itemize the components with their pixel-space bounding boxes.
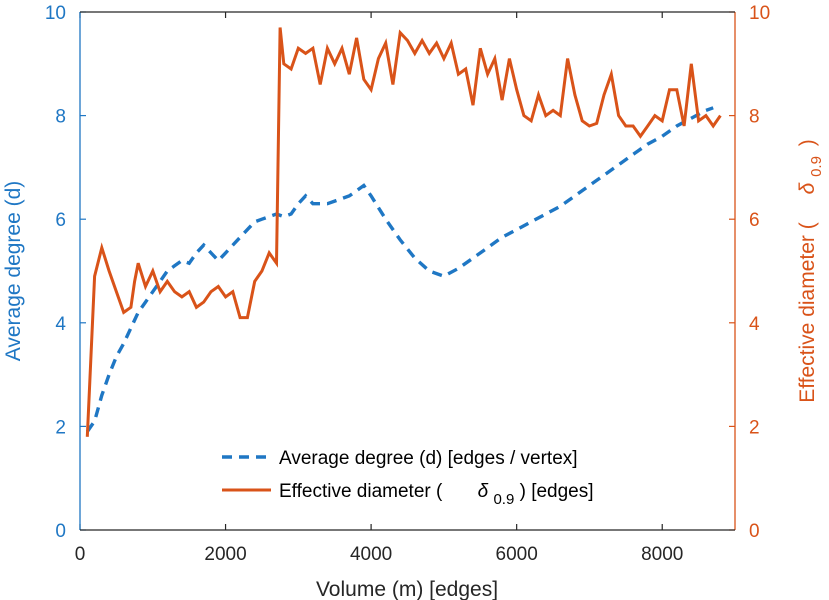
plot-area bbox=[80, 12, 735, 530]
right-y-axis-label-symbol: δ bbox=[796, 182, 819, 194]
effective-diameter-line bbox=[85, 27, 722, 437]
left-y-axis-label: Average degree (d) bbox=[2, 181, 25, 362]
right-y-tick-label: 10 bbox=[749, 3, 770, 24]
right-y-tick-label: 0 bbox=[749, 521, 760, 542]
left-y-tick-label: 6 bbox=[55, 210, 66, 231]
left-y-tick-label: 10 bbox=[45, 3, 66, 24]
left-y-tick-label: 0 bbox=[55, 521, 66, 542]
right-y-axis-label-suffix: ) bbox=[796, 139, 819, 146]
x-axis-label: Volume (m) [edges] bbox=[316, 578, 498, 600]
legend: Average degree (d) [edges / vertex] Effe… bbox=[222, 448, 594, 509]
right-y-tick-label: 4 bbox=[749, 314, 760, 335]
legend-degree-label: Average degree (d) [edges / vertex] bbox=[279, 448, 578, 469]
left-y-tick-label: 8 bbox=[55, 107, 66, 128]
right-y-tick-label: 6 bbox=[749, 210, 760, 231]
right-y-axis-label: Effective diameter ( δ 0.9 ) bbox=[796, 139, 826, 403]
right-y-tick-label: 8 bbox=[749, 107, 760, 128]
right-y-tick-label: 2 bbox=[749, 417, 760, 438]
legend-diameter-label-prefix: Effective diameter ( bbox=[279, 481, 443, 502]
x-tick-label: 4000 bbox=[350, 544, 392, 565]
legend-diameter-label-suffix: ) [edges] bbox=[520, 481, 594, 502]
average-degree-line bbox=[85, 106, 714, 433]
legend-diameter-label-subscript: 0.9 bbox=[493, 491, 514, 508]
right-y-axis-label-subscript: 0.9 bbox=[808, 156, 825, 177]
legend-diameter-label: Effective diameter ( δ 0.9 ) [edges] bbox=[279, 481, 594, 509]
left-y-tick-label: 4 bbox=[55, 314, 66, 335]
legend-diameter-label-symbol: δ bbox=[478, 481, 489, 502]
x-tick-label: 6000 bbox=[496, 544, 538, 565]
x-tick-label: 8000 bbox=[641, 544, 683, 565]
right-y-axis-label-prefix: Effective diameter ( bbox=[796, 222, 819, 403]
tick-labels: 0 2000 4000 6000 8000 0 2 4 6 8 10 0 2 4 6 8 10 bbox=[45, 3, 770, 565]
x-tick-label: 0 bbox=[75, 544, 86, 565]
left-y-tick-label: 2 bbox=[55, 417, 66, 438]
x-tick-label: 2000 bbox=[204, 544, 246, 565]
